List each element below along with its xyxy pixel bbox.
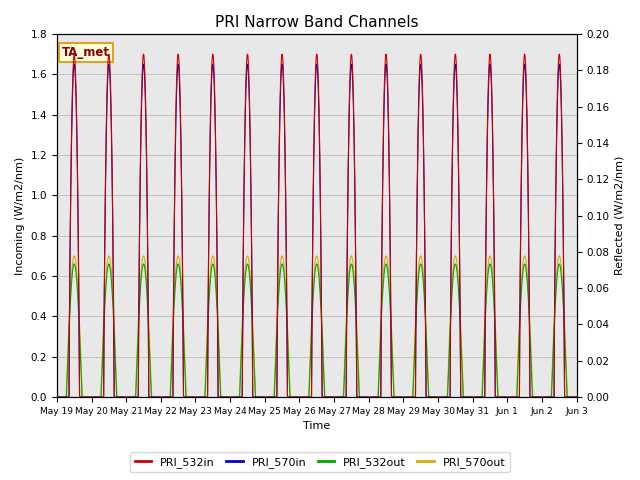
Title: PRI Narrow Band Channels: PRI Narrow Band Channels [215, 15, 419, 30]
Y-axis label: Reflected (W/m2/nm): Reflected (W/m2/nm) [615, 156, 625, 275]
Y-axis label: Incoming (W/m2/nm): Incoming (W/m2/nm) [15, 156, 25, 275]
Text: TA_met: TA_met [62, 46, 110, 59]
Legend: PRI_532in, PRI_570in, PRI_532out, PRI_570out: PRI_532in, PRI_570in, PRI_532out, PRI_57… [131, 452, 509, 472]
X-axis label: Time: Time [303, 421, 330, 432]
